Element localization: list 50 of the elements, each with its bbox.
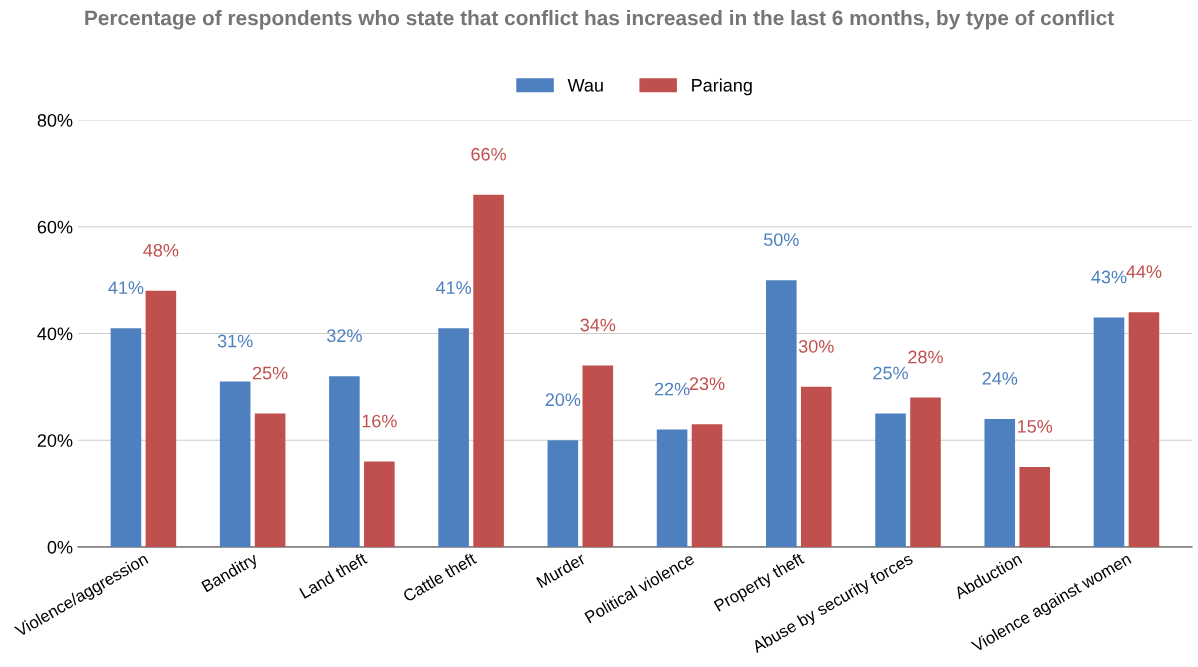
data-label: 43% bbox=[1091, 270, 1127, 284]
legend-label: Pariang bbox=[692, 78, 752, 96]
bar bbox=[656, 429, 688, 547]
x-tick-label: Cattle theft bbox=[402, 551, 478, 603]
bar bbox=[984, 418, 1016, 547]
bar bbox=[875, 413, 906, 547]
data-label: 41% bbox=[435, 281, 472, 294]
bar bbox=[364, 461, 395, 547]
bar bbox=[110, 328, 142, 547]
y-tick-label: 80% bbox=[37, 113, 73, 127]
y-tick-label: 40% bbox=[37, 327, 73, 341]
bar bbox=[254, 413, 286, 547]
y-tick-label: 60% bbox=[37, 220, 73, 234]
data-label: 25% bbox=[873, 366, 908, 380]
data-label: 28% bbox=[908, 350, 943, 364]
bar bbox=[1128, 312, 1160, 547]
bar bbox=[219, 381, 251, 547]
data-label: 22% bbox=[654, 382, 690, 396]
bar bbox=[473, 194, 504, 547]
data-label: 32% bbox=[327, 329, 362, 343]
y-tick-label: 0% bbox=[47, 540, 73, 554]
bar bbox=[1019, 466, 1051, 547]
data-label: 44% bbox=[1126, 265, 1162, 278]
data-label: 30% bbox=[798, 339, 834, 353]
bar bbox=[582, 365, 614, 547]
legend-label: Wau bbox=[567, 79, 603, 92]
bar bbox=[547, 440, 579, 547]
data-label: 41% bbox=[108, 281, 144, 294]
bar bbox=[691, 424, 723, 547]
data-label: 16% bbox=[362, 414, 397, 428]
y-tick-label: 20% bbox=[37, 434, 73, 447]
data-label: 48% bbox=[143, 243, 179, 257]
x-tick-label: Land theft bbox=[298, 551, 368, 599]
bar bbox=[910, 397, 941, 547]
data-label: 31% bbox=[217, 334, 253, 348]
bar bbox=[438, 328, 469, 547]
data-label: 15% bbox=[1018, 420, 1053, 433]
data-label: 34% bbox=[580, 318, 616, 332]
bar bbox=[800, 386, 832, 547]
data-label: 50% bbox=[763, 233, 799, 247]
data-label: 66% bbox=[471, 147, 506, 161]
data-label: 20% bbox=[545, 393, 581, 407]
bar bbox=[145, 290, 177, 547]
data-label: 24% bbox=[982, 371, 1018, 385]
chart-title: Percentage of respondents who state that conflict has increased in the last 6 months, by type of conflict bbox=[85, 10, 1114, 30]
bar bbox=[766, 280, 797, 547]
data-label: 25% bbox=[252, 366, 288, 380]
bar bbox=[1093, 317, 1125, 547]
data-label: 23% bbox=[689, 377, 725, 391]
bar bbox=[329, 376, 360, 547]
